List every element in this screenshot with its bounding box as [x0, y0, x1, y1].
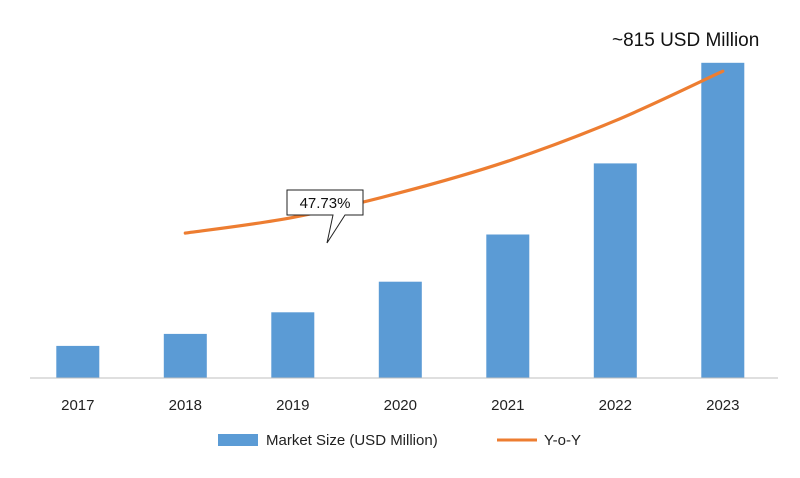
legend-label-market-size: Market Size (USD Million) [266, 432, 438, 449]
x-tick-labels: 2017 2018 2019 2020 2021 2022 2023 [61, 397, 739, 414]
x-tick-label-2018: 2018 [169, 397, 202, 414]
bars-layer [56, 62, 745, 379]
legend-swatch-market-size [218, 434, 258, 446]
yoy-callout-label: 47.73% [300, 195, 351, 212]
bar-2021 [486, 234, 530, 378]
legend-label-yoy: Y-o-Y [544, 432, 581, 449]
legend: Market Size (USD Million) Y-o-Y [218, 432, 581, 449]
annotations-layer: 47.73% ~815 USD Million [286, 30, 759, 244]
bar-2019 [271, 312, 315, 378]
market-size-callout-label: ~815 USD Million [612, 30, 759, 51]
bar-2023 [701, 62, 745, 379]
bar-2018 [163, 333, 207, 378]
bar-2017 [56, 345, 100, 378]
yoy-callout: 47.73% [286, 189, 364, 244]
x-tick-label-2020: 2020 [384, 397, 417, 414]
yoy-line [183, 69, 725, 235]
x-tick-label-2017: 2017 [61, 397, 94, 414]
bar-2020 [378, 281, 422, 378]
x-tick-label-2023: 2023 [706, 397, 739, 414]
bar-2022 [593, 163, 637, 378]
x-tick-label-2019: 2019 [276, 397, 309, 414]
yoy-callout-box [286, 189, 364, 244]
x-tick-label-2022: 2022 [599, 397, 632, 414]
x-tick-label-2021: 2021 [491, 397, 524, 414]
yoy-line-layer [183, 69, 725, 235]
